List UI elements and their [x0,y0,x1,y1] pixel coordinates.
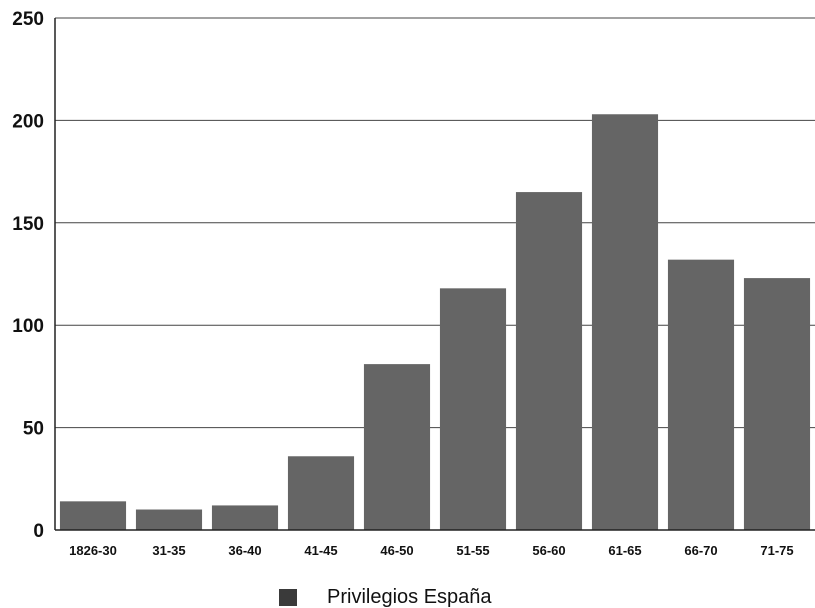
bar [211,505,279,530]
bar [743,278,811,530]
x-tick-label: 61-65 [608,543,641,558]
bar [439,288,507,530]
y-tick-label: 150 [12,214,44,235]
legend: Privilegios España [279,586,492,608]
y-tick-label: 50 [23,419,44,440]
y-tick-label: 200 [12,111,44,132]
x-tick-label: 51-55 [456,543,489,558]
bar [135,509,203,530]
bars [59,114,811,531]
bar [59,501,127,530]
x-tick-label: 41-45 [304,543,337,558]
x-tick-label: 1826-30 [69,543,117,558]
y-tick-labels: 0 50 100 150 200 250 [12,9,44,542]
x-tick-label: 56-60 [532,543,565,558]
y-tick-label: 100 [12,316,44,337]
bar [591,114,659,531]
x-tick-label: 71-75 [760,543,793,558]
x-tick-labels: 1826-30 31-35 36-40 41-45 46-50 51-55 56-60 61-… [69,543,793,558]
legend-swatch [279,589,297,606]
legend-label: Privilegios España [327,586,492,608]
bar [515,192,583,530]
x-tick-label: 46-50 [380,543,413,558]
bar [667,259,735,530]
bar [287,456,355,530]
x-tick-label: 66-70 [684,543,717,558]
y-tick-label: 0 [33,521,44,542]
y-tick-label: 250 [12,9,44,30]
x-tick-label: 36-40 [228,543,261,558]
axes [54,18,815,531]
bar [363,364,431,530]
x-tick-label: 31-35 [152,543,185,558]
